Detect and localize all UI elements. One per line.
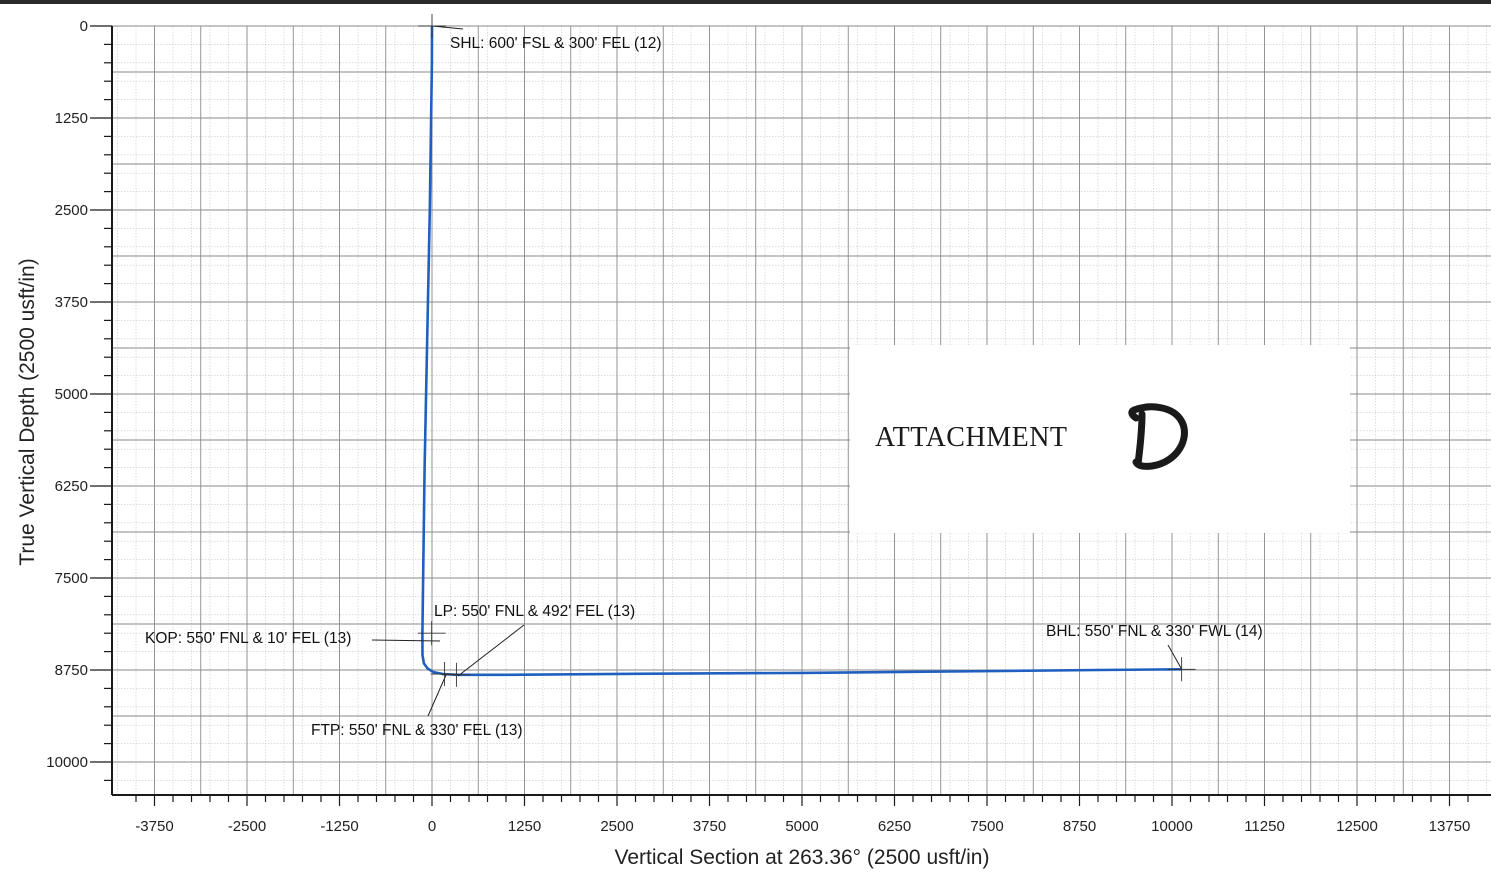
annotation-leader-line xyxy=(427,674,447,717)
annotation-label: FTP: 550' FNL & 330' FEL (13) xyxy=(311,722,523,739)
annotations: SHL: 600' FSL & 300' FEL (12) KOP: 550' F… xyxy=(145,14,1263,739)
y-tick-label: 5000 xyxy=(55,386,88,403)
attachment-letter-d-handwritten xyxy=(1128,403,1188,470)
annotation-leader-line xyxy=(371,639,441,642)
y-axis-ticks: 0 1250 2500 3750 5000 6250 7500 8750 10000 xyxy=(46,18,112,782)
annotation-label: LP: 550' FNL & 492' FEL (13) xyxy=(434,603,635,620)
x-tick-label: -2500 xyxy=(228,818,266,835)
x-tick-label: 1250 xyxy=(508,818,541,835)
x-tick-label: 13750 xyxy=(1429,818,1471,835)
x-tick-label: 5000 xyxy=(785,818,818,835)
annotation-label: BHL: 550' FNL & 330' FWL (14) xyxy=(1046,623,1263,640)
annotation-label: SHL: 600' FSL & 300' FEL (12) xyxy=(450,35,662,52)
annotation-leader-line xyxy=(1167,644,1182,669)
y-tick-label: 6250 xyxy=(55,478,88,495)
annotation-leader-line xyxy=(431,25,464,30)
x-tick-label: 12500 xyxy=(1336,818,1378,835)
y-tick-label: 10000 xyxy=(46,754,88,771)
top-border-line xyxy=(0,0,1491,4)
annotation-leader-line xyxy=(457,624,525,677)
major-gridlines xyxy=(112,25,1491,795)
y-tick-label: 0 xyxy=(80,18,88,35)
y-tick-label: 7500 xyxy=(55,570,88,587)
x-tick-label: 0 xyxy=(428,818,436,835)
x-tick-label: -1250 xyxy=(320,818,358,835)
well-path-line xyxy=(421,25,1182,677)
y-axis-title: True Vertical Depth (2500 usft/in) xyxy=(16,258,39,565)
attachment-text: ATTACHMENT xyxy=(875,422,1068,453)
x-tick-label: -3750 xyxy=(135,818,173,835)
x-tick-label: 3750 xyxy=(693,818,726,835)
x-tick-label: 11250 xyxy=(1244,818,1285,835)
x-axis-title: Vertical Section at 263.36° (2500 usft/i… xyxy=(615,846,990,869)
x-axis-ticks: -3750 -2500 -1250 0 1250 2500 3750 5000 6250 7500… xyxy=(135,795,1470,835)
y-tick-label: 8750 xyxy=(55,662,88,679)
x-tick-label: 10000 xyxy=(1151,818,1193,835)
y-tick-label: 3750 xyxy=(55,294,88,311)
y-tick-label: 2500 xyxy=(55,202,88,219)
x-tick-label: 7500 xyxy=(970,818,1003,835)
y-tick-label: 1250 xyxy=(55,110,88,127)
attachment-label-card: ATTACHMENT xyxy=(850,345,1350,533)
x-tick-label: 8750 xyxy=(1063,818,1096,835)
well-path-series xyxy=(421,25,1182,677)
x-tick-label: 6250 xyxy=(878,818,911,835)
annotation-label: KOP: 550' FNL & 10' FEL (13) xyxy=(145,630,351,647)
x-tick-label: 2500 xyxy=(600,818,633,835)
